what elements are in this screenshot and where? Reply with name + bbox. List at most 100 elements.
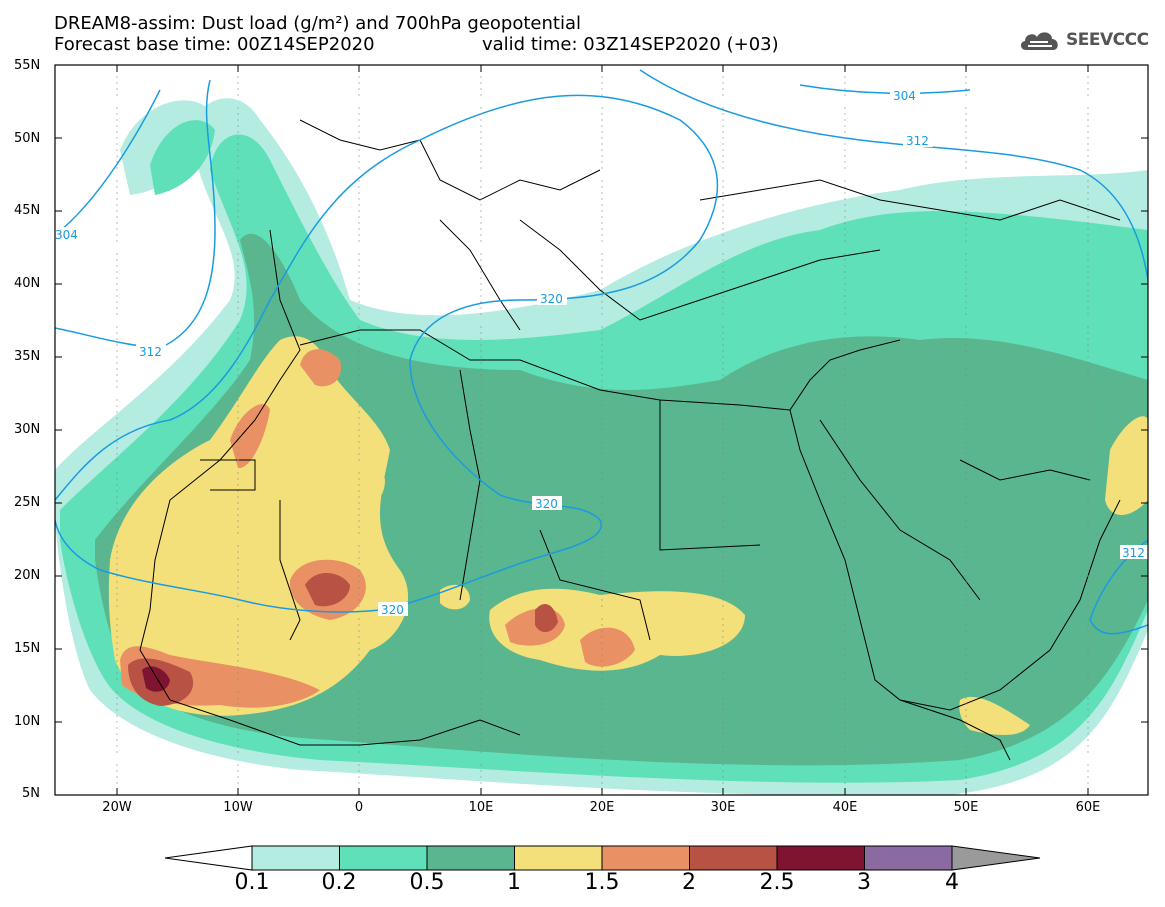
graticule-dot xyxy=(1087,368,1089,370)
graticule-dot xyxy=(1087,374,1089,376)
graticule-dot xyxy=(722,660,724,662)
graticule-dot xyxy=(844,691,846,693)
graticule-dot xyxy=(601,417,603,419)
graticule-dot xyxy=(1087,119,1089,121)
graticule-dot xyxy=(1087,691,1089,693)
graticule-dot xyxy=(844,374,846,376)
graticule-dot xyxy=(116,234,118,236)
graticule-dot xyxy=(237,453,239,455)
graticule-dot xyxy=(844,198,846,200)
graticule-dot xyxy=(358,703,360,705)
graticule-dot xyxy=(965,624,967,626)
graticule-dot xyxy=(116,782,118,784)
contour-label: 312 xyxy=(1122,546,1145,560)
graticule-dot xyxy=(1087,161,1089,163)
graticule-dot xyxy=(237,405,239,407)
graticule-dot xyxy=(844,776,846,778)
graticule-dot xyxy=(844,210,846,212)
graticule-dot xyxy=(722,575,724,577)
graticule-dot xyxy=(237,119,239,121)
graticule-dot xyxy=(358,411,360,413)
graticule-dot xyxy=(1087,155,1089,157)
graticule-dot xyxy=(601,155,603,157)
graticule-dot xyxy=(116,624,118,626)
graticule-dot xyxy=(1087,484,1089,486)
graticule-dot xyxy=(722,167,724,169)
graticule-dot xyxy=(1087,222,1089,224)
graticule-dot xyxy=(844,167,846,169)
graticule-dot xyxy=(480,691,482,693)
graticule-dot xyxy=(1087,733,1089,735)
graticule-dot xyxy=(965,745,967,747)
graticule-dot xyxy=(844,715,846,717)
graticule-dot xyxy=(1087,137,1089,139)
graticule-dot xyxy=(1087,618,1089,620)
graticule-dot xyxy=(480,161,482,163)
graticule-dot xyxy=(358,216,360,218)
graticule-dot xyxy=(480,149,482,151)
graticule-dot xyxy=(237,429,239,431)
graticule-dot xyxy=(722,441,724,443)
graticule-dot xyxy=(358,344,360,346)
graticule-dot xyxy=(722,313,724,315)
graticule-dot xyxy=(965,155,967,157)
graticule-dot xyxy=(965,575,967,577)
graticule-dot xyxy=(722,453,724,455)
graticule-dot xyxy=(237,636,239,638)
graticule-dot xyxy=(237,648,239,650)
graticule-dot xyxy=(601,727,603,729)
graticule-dot xyxy=(358,636,360,638)
graticule-dot xyxy=(722,459,724,461)
graticule-dot xyxy=(1087,672,1089,674)
graticule-dot xyxy=(601,490,603,492)
graticule-dot xyxy=(480,745,482,747)
graticule-dot xyxy=(480,271,482,273)
graticule-dot xyxy=(1087,630,1089,632)
graticule-dot xyxy=(844,228,846,230)
graticule-dot xyxy=(237,678,239,680)
graticule-dot xyxy=(116,326,118,328)
graticule-dot xyxy=(722,76,724,78)
graticule-dot xyxy=(358,94,360,96)
graticule-dot xyxy=(116,672,118,674)
graticule-dot xyxy=(722,745,724,747)
graticule-dot xyxy=(601,429,603,431)
graticule-dot xyxy=(965,751,967,753)
graticule-dot xyxy=(965,520,967,522)
graticule-dot xyxy=(965,259,967,261)
graticule-dot xyxy=(1087,624,1089,626)
graticule-dot xyxy=(480,459,482,461)
graticule-dot xyxy=(601,459,603,461)
graticule-dot xyxy=(116,764,118,766)
graticule-dot xyxy=(1087,149,1089,151)
graticule-dot xyxy=(1087,113,1089,115)
graticule-dot xyxy=(601,654,603,656)
colorbar-label: 4 xyxy=(945,870,959,895)
graticule-dot xyxy=(237,551,239,553)
graticule-dot xyxy=(1087,587,1089,589)
graticule-dot xyxy=(237,624,239,626)
graticule-dot xyxy=(601,301,603,303)
graticule-dot xyxy=(358,472,360,474)
graticule-dot xyxy=(1087,660,1089,662)
graticule-dot xyxy=(844,581,846,583)
graticule-dot xyxy=(237,557,239,559)
graticule-dot xyxy=(844,356,846,358)
graticule-dot xyxy=(480,496,482,498)
graticule-dot xyxy=(358,143,360,145)
graticule-dot xyxy=(358,368,360,370)
graticule-dot xyxy=(844,642,846,644)
graticule-dot xyxy=(1087,210,1089,212)
graticule-dot xyxy=(480,131,482,133)
graticule-dot xyxy=(480,660,482,662)
graticule-dot xyxy=(480,782,482,784)
graticule-dot xyxy=(722,82,724,84)
graticule-dot xyxy=(601,593,603,595)
graticule-dot xyxy=(237,240,239,242)
graticule-dot xyxy=(116,636,118,638)
graticule-dot xyxy=(965,234,967,236)
graticule-dot xyxy=(116,459,118,461)
graticule-dot xyxy=(237,703,239,705)
graticule-dot xyxy=(844,636,846,638)
graticule-dot xyxy=(1087,745,1089,747)
